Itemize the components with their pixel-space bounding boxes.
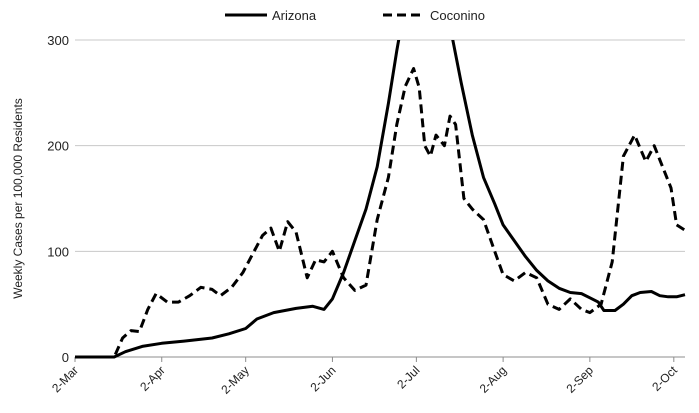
y-tick-label: 200 [47,139,69,154]
series-line-coconino [75,67,686,359]
x-tick-label: 2-Jun [307,363,338,394]
x-tick-label: 2-Aug [477,363,510,396]
x-tick-label: 2-Oct [649,363,680,394]
x-axis-ticks: 2-Mar 2-Apr 2-May 2-Jun 2-Jul 2-Aug 2-Sep 2-Oct [49,357,680,397]
y-tick-label: 0 [62,350,69,365]
x-tick-label: 2-Sep [563,363,596,396]
y-tick-label: 300 [47,33,69,48]
series-lines [75,40,686,359]
y-axis-ticks: 0 100 200 300 [47,33,69,365]
x-tick-label: 2-Jul [394,363,422,391]
legend-label: Coconino [430,8,485,23]
y-tick-label: 100 [47,244,69,259]
series-line-arizona [75,40,686,359]
y-axis-label: Weekly Cases per 100,000 Residents [11,98,25,299]
legend: Arizona Coconino [225,8,485,23]
x-tick-label: 2-May [218,363,251,396]
x-tick-label: 2-Apr [137,363,168,394]
x-tick-label: 2-Mar [49,363,81,395]
legend-label: Arizona [272,8,317,23]
